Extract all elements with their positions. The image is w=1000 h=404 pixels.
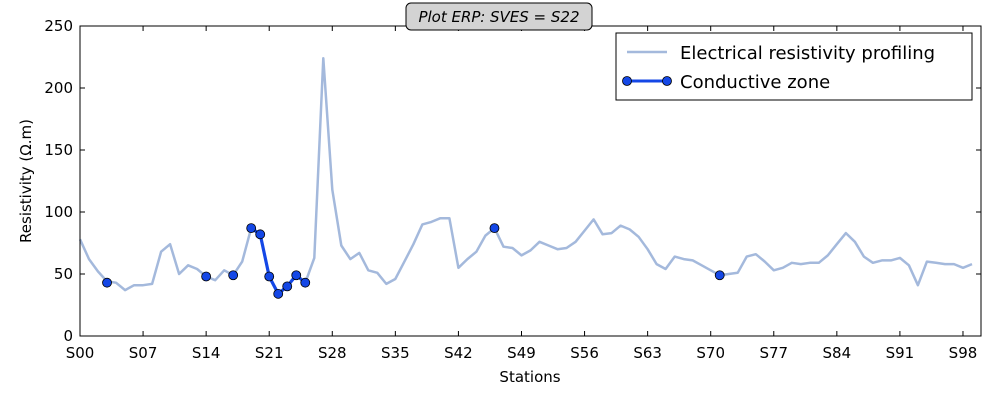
data-point xyxy=(246,223,257,234)
data-point xyxy=(273,288,284,299)
x-tick-label: S91 xyxy=(886,344,915,362)
data-point xyxy=(201,271,212,282)
x-tick-label: S07 xyxy=(129,344,158,362)
y-tick-label: 200 xyxy=(44,79,73,97)
x-tick-label: S49 xyxy=(507,344,536,362)
series-layer xyxy=(78,56,973,299)
legend-label-profiling: Electrical resistivity profiling xyxy=(680,43,935,64)
data-point xyxy=(264,271,275,282)
legend-marker xyxy=(622,76,632,86)
x-tick-label: S28 xyxy=(318,344,347,362)
chart-title: Plot ERP: SVES = S22 xyxy=(418,8,579,26)
series-line-0 xyxy=(78,56,973,296)
x-axis-label: Stations xyxy=(499,368,560,386)
y-tick-label: 150 xyxy=(44,141,73,159)
data-point xyxy=(228,270,239,281)
x-tick-label: S70 xyxy=(696,344,725,362)
y-tick-label: 250 xyxy=(44,17,73,35)
data-point xyxy=(102,277,112,288)
x-tick-label: S00 xyxy=(66,344,95,362)
data-point xyxy=(714,270,725,281)
x-tick-label: S42 xyxy=(444,344,473,362)
data-point xyxy=(300,277,311,288)
legend: Electrical resistivity profiling Conduct… xyxy=(615,32,973,101)
title-background xyxy=(405,2,593,31)
x-tick-label: S63 xyxy=(633,344,662,362)
y-tick-label: 100 xyxy=(44,203,73,221)
data-point xyxy=(291,270,302,281)
x-tick-label: S77 xyxy=(759,344,788,362)
data-point xyxy=(282,281,293,292)
y-tick-label: 0 xyxy=(63,327,73,345)
y-tick-label: 50 xyxy=(54,265,73,283)
x-tick-label: S56 xyxy=(570,344,599,362)
ticks-layer: 0 50 100 150 200 250 S00 S07 S14 S21 S28 S35 S42 S49 S… xyxy=(44,17,981,362)
x-tick-label: S35 xyxy=(381,344,410,362)
legend-frame xyxy=(615,32,973,101)
legend-marker xyxy=(662,76,672,86)
x-tick-label: S21 xyxy=(255,344,284,362)
x-tick-label: S14 xyxy=(192,344,221,362)
x-tick-label: S84 xyxy=(823,344,852,362)
data-point xyxy=(489,223,500,234)
y-axis-label: Resistivity (Ω.m) xyxy=(17,119,35,243)
chart-title-box: Plot ERP: SVES = S22 xyxy=(405,2,593,31)
data-point xyxy=(255,229,266,240)
legend-label-conductive-zone: Conductive zone xyxy=(680,72,830,93)
x-tick-label: S98 xyxy=(949,344,978,362)
